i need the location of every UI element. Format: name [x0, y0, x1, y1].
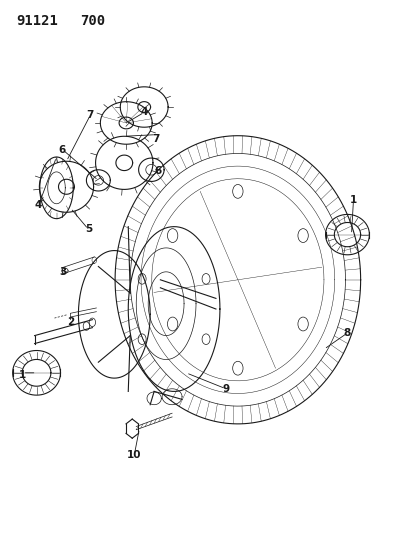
Text: 91121: 91121	[17, 14, 58, 28]
Text: 1: 1	[350, 195, 357, 205]
Text: 10: 10	[127, 450, 142, 460]
Text: 5: 5	[85, 224, 92, 235]
Text: 2: 2	[67, 317, 74, 327]
Text: 4: 4	[140, 107, 148, 117]
Text: 8: 8	[344, 328, 351, 338]
Text: 700: 700	[80, 14, 106, 28]
Text: 7: 7	[152, 134, 160, 144]
Text: 1: 1	[19, 370, 26, 381]
Text: 7: 7	[87, 110, 94, 120]
Text: 6: 6	[59, 144, 66, 155]
Text: 9: 9	[222, 384, 230, 394]
Text: 3: 3	[59, 267, 66, 277]
Text: 4: 4	[35, 200, 42, 211]
Text: 6: 6	[154, 166, 162, 176]
